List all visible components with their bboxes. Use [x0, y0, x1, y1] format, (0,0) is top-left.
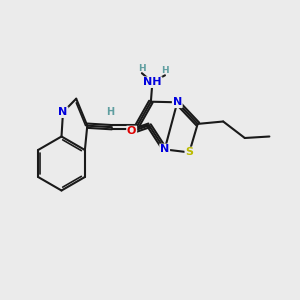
Text: N: N — [173, 97, 182, 107]
Text: H: H — [138, 64, 146, 73]
Text: N: N — [58, 107, 68, 117]
Text: NH: NH — [143, 77, 162, 87]
Text: O: O — [127, 126, 136, 136]
Text: H: H — [106, 107, 114, 117]
Text: S: S — [185, 147, 193, 158]
Text: H: H — [161, 66, 169, 75]
Text: N: N — [160, 144, 169, 154]
